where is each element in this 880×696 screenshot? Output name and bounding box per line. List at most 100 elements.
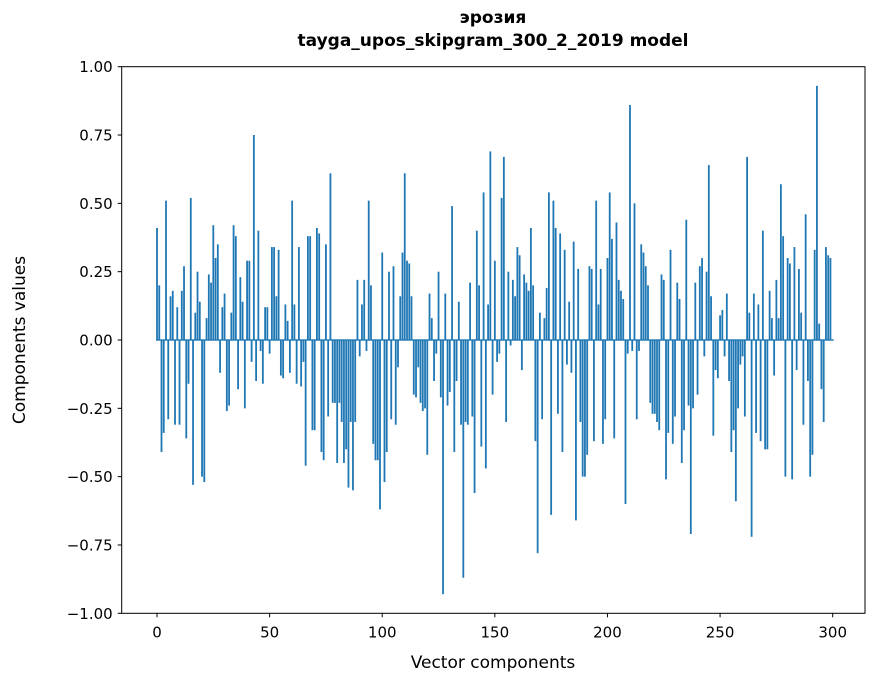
bar (243, 340, 246, 409)
bar (786, 258, 789, 340)
bar (408, 263, 411, 340)
bar (178, 340, 181, 425)
bar (489, 151, 492, 340)
bar (451, 206, 453, 340)
bar (606, 258, 609, 340)
bar (550, 340, 553, 515)
bar (189, 197, 192, 340)
bar (196, 271, 199, 341)
bar (789, 263, 791, 340)
bar (219, 340, 221, 373)
bar (471, 340, 474, 417)
bar (284, 304, 287, 340)
bar (741, 340, 744, 357)
bar (403, 173, 406, 340)
bar (255, 340, 257, 381)
bar (653, 340, 656, 414)
bar (291, 200, 294, 340)
bar (192, 340, 194, 485)
bar (505, 340, 508, 422)
bar (743, 340, 746, 417)
bar (514, 296, 517, 340)
bar (525, 282, 528, 340)
bar (379, 340, 381, 510)
bar (703, 340, 706, 357)
bar (579, 340, 582, 422)
bar (419, 340, 422, 403)
bar (593, 340, 595, 442)
bar (615, 222, 618, 340)
y-tick-label: 1.00 (79, 58, 112, 76)
bar (725, 293, 728, 340)
bar (412, 340, 415, 395)
bar (185, 340, 188, 439)
x-tick-label: 200 (593, 623, 622, 641)
bar (320, 340, 323, 453)
bar (500, 197, 503, 340)
bar (775, 279, 778, 340)
bar (207, 274, 210, 340)
bar (205, 318, 208, 340)
bar (268, 340, 271, 354)
bar (352, 340, 354, 491)
bar (694, 282, 697, 340)
ticks-group: 0 50 100 150 200 250 300 −1.00 −0.75 −0.50 −0.25 0.… (67, 58, 847, 641)
bar (777, 318, 780, 340)
bar (167, 340, 170, 420)
bar (316, 227, 318, 340)
x-tick-label: 150 (481, 623, 510, 641)
bar (446, 340, 449, 406)
bar (390, 340, 393, 420)
bar (768, 290, 771, 340)
bar (825, 247, 827, 340)
bar (293, 304, 296, 340)
bar (608, 192, 611, 340)
bar (165, 200, 167, 340)
bar (257, 230, 260, 340)
bar (721, 309, 724, 340)
bar (365, 340, 368, 351)
bar (354, 340, 357, 422)
bar (532, 285, 535, 340)
bar (180, 290, 183, 340)
bar (491, 340, 494, 395)
bar (300, 340, 303, 387)
bar (611, 238, 613, 340)
bar (160, 340, 163, 453)
bar (345, 340, 348, 450)
bar (656, 340, 658, 422)
bar (277, 249, 280, 340)
bar (214, 258, 217, 340)
bar (338, 340, 341, 403)
bar (597, 304, 600, 340)
bar (430, 318, 433, 340)
bar (516, 247, 519, 340)
bar (302, 340, 305, 362)
y-tick-label: 0.50 (79, 195, 112, 213)
bar (572, 241, 575, 340)
bar (295, 340, 298, 384)
bar (626, 340, 629, 354)
bar (716, 340, 719, 379)
bar (475, 230, 478, 340)
bar (604, 340, 607, 420)
bar (498, 340, 501, 354)
bar (460, 340, 462, 425)
bar (183, 266, 185, 340)
bar (719, 315, 721, 340)
bar (466, 340, 469, 425)
bar (798, 268, 800, 340)
bar (732, 340, 735, 431)
bar (376, 340, 379, 461)
y-axis-label: Components values (10, 256, 30, 424)
bar (457, 301, 460, 340)
bar (730, 340, 733, 453)
bar (577, 268, 580, 340)
x-tick-label: 300 (818, 623, 847, 641)
bar (250, 340, 253, 362)
bar (234, 236, 237, 340)
bar (734, 340, 737, 502)
bar (638, 340, 640, 351)
bar (770, 318, 773, 340)
bar (388, 271, 390, 341)
